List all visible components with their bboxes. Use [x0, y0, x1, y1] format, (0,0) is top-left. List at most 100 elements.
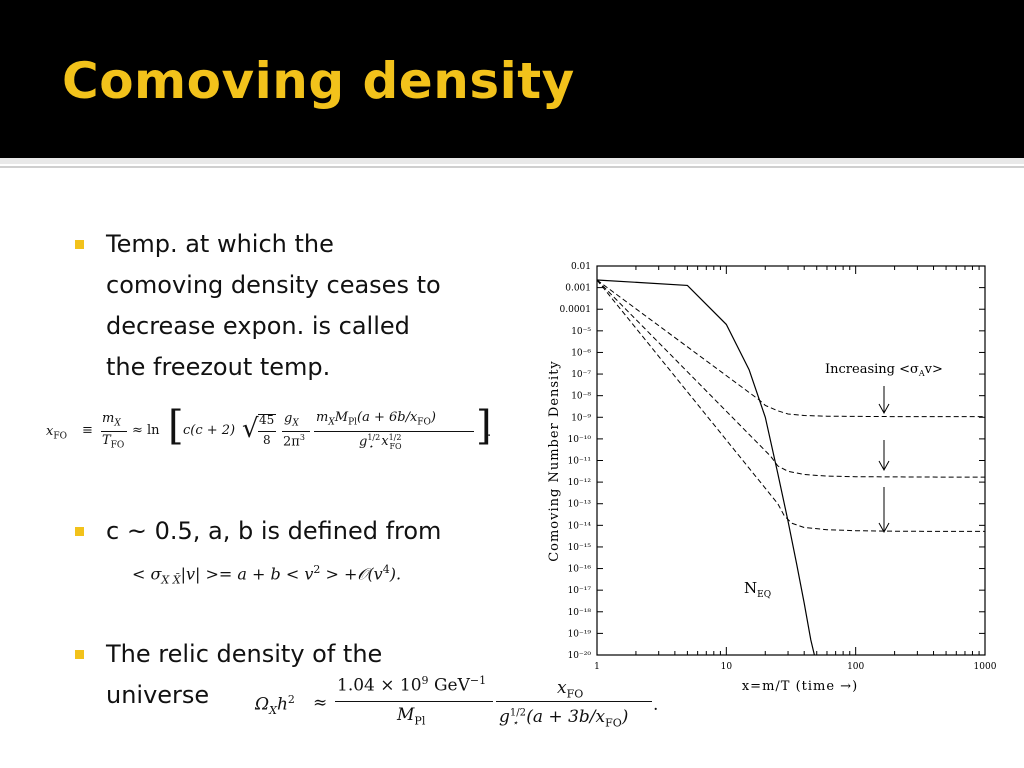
sqrt-sign: √ [242, 414, 259, 444]
eq-text: ) [621, 707, 629, 727]
arrow-down-icon [878, 487, 890, 534]
annotation-increasing: Increasing <σAv> [825, 362, 943, 378]
eq-text: ≈ ln [132, 423, 160, 438]
y-axis-label: Comoving Number Density [547, 360, 562, 562]
arrow-down-icon [878, 386, 890, 415]
bullet-marker [75, 240, 84, 249]
eq-text: 45 [259, 413, 275, 427]
eq-text: x [46, 424, 54, 439]
eq-sub: FO [605, 716, 622, 730]
eq-sub: FO [110, 440, 125, 451]
fraction-bar [314, 431, 474, 432]
y-tick-label: 10⁻¹⁰ [568, 435, 592, 445]
slide-title: Comoving density [62, 52, 575, 110]
eq-sub: FO [566, 687, 584, 701]
bullet-line: comoving density ceases to [106, 271, 441, 299]
right-bracket: ] [476, 403, 492, 449]
divider-line-thin [0, 166, 1024, 168]
eq-sup: 1/2 [509, 707, 526, 719]
eq-sub: X [328, 417, 335, 428]
comoving-density-plot: 0.01 0.001 0.0001 10⁻⁵ 10⁻⁶ 10⁻⁷ 10⁻⁸ 10⁻⁹ 10⁻¹⁰… [547, 262, 997, 694]
eq-text: GeV [428, 675, 470, 696]
eq-text: h [276, 694, 288, 715]
eq-sub: FO [417, 417, 431, 428]
fraction-bar [258, 431, 276, 432]
y-tick-label: 10⁻⁵ [571, 327, 591, 337]
eq-text: ) [430, 410, 436, 425]
y-tick-label: 0.0001 [560, 305, 592, 315]
eq-text: 1.04 × 10 [337, 675, 422, 696]
y-tick-label: 10⁻¹⁷ [568, 586, 592, 596]
eq-sup: 1/2 [367, 433, 381, 442]
y-tick-label: 10⁻¹⁵ [568, 543, 592, 553]
eq-text: (a + 3b/x [526, 707, 606, 727]
eq-sub: X X̄ [161, 573, 181, 587]
equilibrium-curve [596, 279, 815, 656]
fraction-bar [282, 431, 310, 432]
eq-text: g [499, 707, 510, 727]
eq-text: Ω [255, 694, 270, 715]
x-tick-label: 100 [847, 662, 864, 672]
eq-sub: ⋆ [511, 718, 519, 730]
bullet-marker [75, 527, 84, 536]
y-axis-ticks: 0.01 0.001 0.0001 10⁻⁵ 10⁻⁶ 10⁻⁷ 10⁻⁸ 10⁻⁹ 10⁻¹⁰… [560, 262, 985, 661]
y-tick-label: 10⁻¹⁸ [568, 608, 592, 618]
eq-text: < σ [132, 564, 162, 584]
eq-sub: X [269, 704, 277, 718]
fraction-bar [496, 701, 652, 702]
y-tick-label: 10⁻¹⁹ [568, 629, 592, 639]
eq-sup: 4 [382, 563, 390, 576]
freezeout-curve-lower [596, 279, 985, 532]
eq-sup: 2 [313, 563, 321, 576]
bullet-text-3: The relic density of the universe [106, 634, 382, 716]
left-bracket: [ [168, 403, 184, 449]
eq-text: . [653, 695, 659, 715]
x-axis-label: x=m/T (time →) [742, 679, 858, 694]
eq-text: (a + 6b/x [357, 410, 418, 425]
freezeout-curve-middle [596, 279, 985, 478]
eq-text: g [284, 411, 293, 426]
eq-sub: X [292, 418, 299, 429]
eq-text: ≈ [313, 693, 328, 713]
eq-text: . [487, 425, 492, 440]
eq-text: M [397, 705, 415, 725]
eq-sub: Pl [414, 714, 426, 728]
eq-text: m [316, 410, 329, 425]
arrow-down-icon [878, 440, 890, 472]
freezeout-curve-upper [596, 279, 985, 418]
fraction-bar [335, 701, 493, 702]
y-tick-label: 10⁻⁸ [571, 392, 591, 402]
eq-text: |v| >= a + b < v [180, 564, 314, 584]
eq-text: ≡ [82, 423, 93, 438]
eq-text: m [102, 411, 115, 426]
bullet-line: the freezout temp. [106, 353, 331, 381]
divider-line [0, 158, 1024, 164]
bullet-text-1: Temp. at which the comoving density ceas… [106, 224, 441, 388]
y-tick-label: 10⁻⁹ [571, 413, 591, 423]
title-bar [0, 0, 1024, 158]
fraction-bar [101, 431, 127, 432]
y-tick-label: 10⁻¹² [568, 478, 592, 488]
eq-text: x [381, 434, 389, 450]
y-tick-label: 0.01 [571, 262, 591, 272]
eq-sub: ⋆ [368, 441, 374, 451]
eq-text: c(c + 2) [183, 423, 236, 438]
y-tick-label: 10⁻⁶ [571, 348, 591, 358]
eq-sup: 2 [287, 693, 295, 706]
bullet-line: universe [106, 681, 210, 709]
y-tick-label: 10⁻⁷ [571, 370, 591, 380]
y-tick-label: 10⁻¹³ [568, 500, 592, 510]
x-tick-label: 1 [594, 662, 600, 672]
eq-sup: 1/2 [388, 433, 402, 442]
y-tick-label: 10⁻¹⁴ [568, 521, 592, 531]
eq-text: ). [389, 564, 402, 584]
bullet-line: decrease expon. is called [106, 312, 410, 340]
eq-text: M [334, 410, 349, 425]
eq-text: x [557, 678, 567, 698]
x-tick-label: 1000 [974, 662, 997, 672]
y-tick-label: 10⁻¹¹ [568, 457, 591, 467]
eq-sub: X [114, 418, 121, 429]
eq-sub: FO [389, 441, 402, 451]
bullet-marker [75, 650, 84, 659]
eq-text: > +𝒪(v [320, 564, 383, 584]
